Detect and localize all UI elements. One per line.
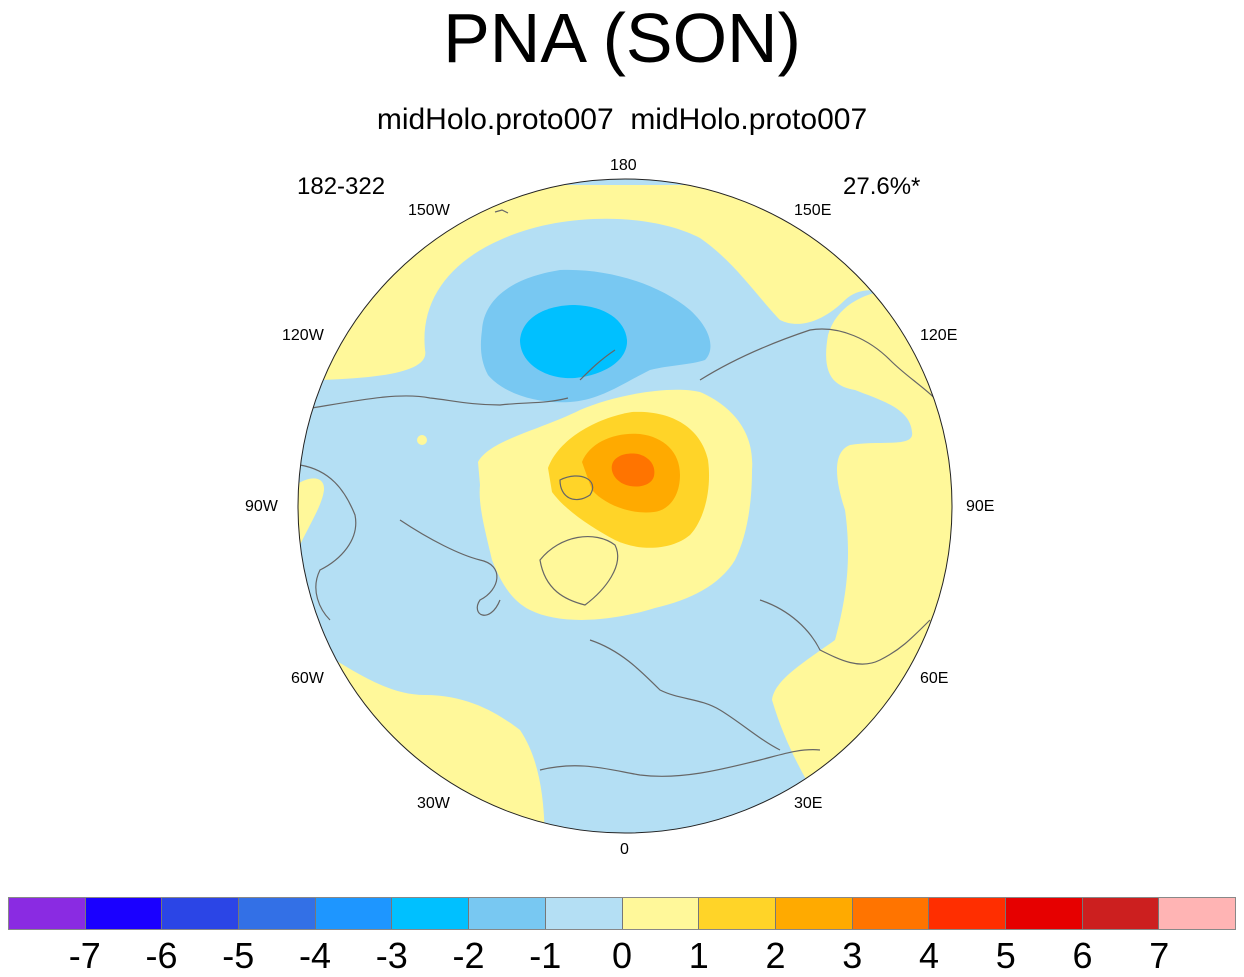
colorbar-tick-label: 0 <box>611 935 633 976</box>
coastline-greenland <box>539 536 619 606</box>
colorbar-box-14 <box>1082 898 1160 929</box>
map-subtitle: midHolo.proto007 midHolo.proto007 <box>376 103 868 136</box>
lon-label-150w: 150W <box>408 202 450 219</box>
colorbar-box-11 <box>852 898 930 929</box>
coastline-hudson-bay <box>399 519 501 616</box>
year-range-label: 182-322 <box>297 173 386 200</box>
lon-label-30w: 30W <box>417 795 450 812</box>
map-title: PNA (SON) <box>443 0 801 77</box>
colorbar-box-7 <box>545 898 623 929</box>
colorbar-tick-label: 3 <box>842 935 863 976</box>
lon-label-120w: 120W <box>282 327 324 344</box>
coastline-us-west <box>299 464 357 621</box>
colorbar-tick-label: -6 <box>145 935 178 976</box>
colorbar-tick-label: 5 <box>995 935 1016 976</box>
colorbar-tick-label: -5 <box>222 935 255 976</box>
colorbar-box-3 <box>239 898 316 929</box>
field-positive-region-north-pacific <box>300 185 952 380</box>
lon-label-90e: 90E <box>966 498 995 515</box>
polar-stereographic-map <box>297 178 953 834</box>
lon-label-180: 180 <box>610 157 637 174</box>
colorbar-tick-label: -2 <box>452 935 485 976</box>
colorbar-tick-label: -1 <box>529 935 562 976</box>
colorbar-box-0 <box>9 898 86 929</box>
coastlines <box>299 209 946 777</box>
lon-label-30e: 30E <box>794 795 823 812</box>
coastline-asia-interior <box>759 599 931 665</box>
colorbar <box>8 897 1236 930</box>
field-negative-3-2 <box>520 305 628 379</box>
coastline-pacific-island <box>494 209 509 214</box>
colorbar-box-6 <box>469 898 546 929</box>
lon-label-0: 0 <box>620 841 629 858</box>
coastline-siberia <box>699 328 946 411</box>
variance-explained-label: 27.6%* <box>843 173 921 200</box>
colorbar-box-9 <box>699 898 776 929</box>
coastline-alaska <box>311 395 569 409</box>
colorbar-box-15 <box>1159 898 1235 929</box>
colorbar-tick-label: -3 <box>375 935 408 976</box>
map-boundary <box>297 178 953 834</box>
field-positive-3-4 <box>611 453 655 487</box>
colorbar-tick-label: 2 <box>765 935 786 976</box>
colorbar-box-4 <box>315 898 393 929</box>
coastline-mediterranean <box>539 749 821 777</box>
colorbar-box-13 <box>1005 898 1083 929</box>
field-positive-patch-canada <box>298 478 325 545</box>
colorbar-tick-label: -4 <box>298 935 331 976</box>
colorbar-box-5 <box>392 898 470 929</box>
field-positive-patch-small <box>417 435 427 445</box>
colorbar-box-8 <box>622 898 700 929</box>
colorbar-box-2 <box>162 898 240 929</box>
lon-label-120e: 120E <box>920 327 958 344</box>
coastline-bering <box>579 349 616 381</box>
lon-label-150e: 150E <box>794 202 832 219</box>
colorbar-tick-label: 1 <box>688 935 709 976</box>
colorbar-box-12 <box>929 898 1006 929</box>
colorbar-tick-label: -7 <box>68 935 101 976</box>
colorbar-box-1 <box>85 898 163 929</box>
lon-label-60e: 60E <box>920 670 949 687</box>
lon-label-60w: 60W <box>291 670 324 687</box>
colorbar-box-10 <box>775 898 853 929</box>
map-field <box>298 179 952 833</box>
colorbar-tick-label: 4 <box>918 935 940 976</box>
coastline-europe <box>589 639 781 751</box>
colorbar-tick-label: 7 <box>1149 935 1170 976</box>
coastline-arctic-islands <box>559 475 594 501</box>
lon-label-90w: 90W <box>245 498 278 515</box>
colorbar-tick-label: 6 <box>1072 935 1093 976</box>
